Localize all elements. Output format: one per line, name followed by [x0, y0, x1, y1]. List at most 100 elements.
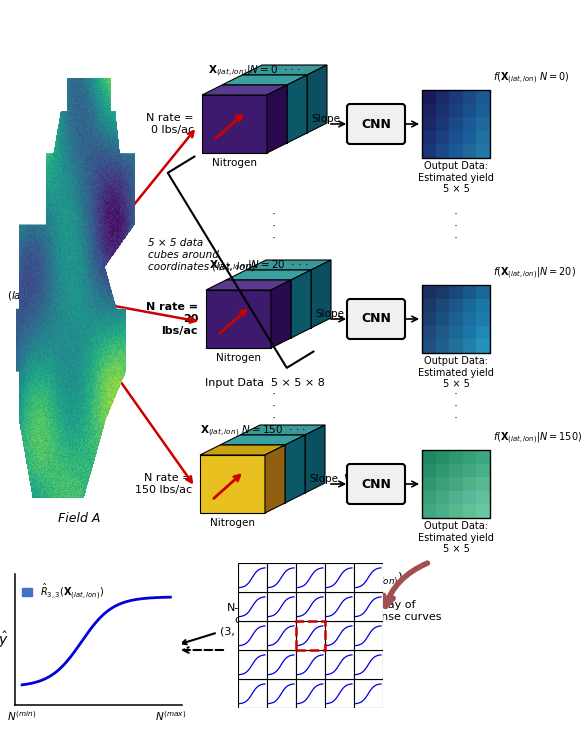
Bar — [476, 477, 490, 491]
Bar — [246, 270, 311, 328]
Text: 5 × 5 data
cubes around
coordinates (lat, lon): 5 × 5 data cubes around coordinates (lat… — [148, 238, 256, 272]
Text: $f(\mathbf{X}_{(lat,lon)}\ N=0)$: $f(\mathbf{X}_{(lat,lon)}\ N=0)$ — [493, 71, 570, 86]
Text: ·
·
·: · · · — [454, 388, 458, 425]
Polygon shape — [271, 280, 291, 348]
Bar — [202, 95, 267, 153]
Bar — [476, 285, 490, 298]
Bar — [476, 298, 490, 312]
Bar — [325, 650, 354, 679]
Bar — [463, 477, 476, 491]
Bar — [463, 118, 476, 131]
Bar — [476, 131, 490, 144]
FancyBboxPatch shape — [347, 464, 405, 504]
Bar — [422, 103, 436, 118]
Bar — [436, 326, 449, 339]
Bar — [238, 679, 266, 708]
Bar — [325, 621, 354, 650]
Bar — [422, 504, 436, 518]
Text: CNN: CNN — [361, 118, 391, 130]
Text: $f(\mathbf{X}_{(lat,lon)}|N=150)$: $f(\mathbf{X}_{(lat,lon)}|N=150)$ — [493, 431, 582, 446]
Text: Slope: Slope — [311, 115, 340, 124]
Bar — [422, 450, 490, 518]
Bar — [238, 563, 266, 592]
FancyBboxPatch shape — [347, 299, 405, 339]
Bar — [449, 464, 463, 477]
Bar — [476, 326, 490, 339]
Bar — [240, 435, 305, 493]
Bar — [436, 477, 449, 491]
Text: $\mathbf{X}_{(lat,lon)}|N=0$  · · ·: $\mathbf{X}_{(lat,lon)}|N=0$ · · · — [208, 63, 301, 79]
Bar — [436, 144, 449, 158]
Bar — [422, 477, 436, 491]
Text: Nitrogen: Nitrogen — [212, 158, 257, 168]
Bar — [449, 144, 463, 158]
Bar — [422, 285, 490, 353]
Bar — [206, 290, 271, 348]
Text: CNN: CNN — [361, 312, 391, 326]
Bar — [296, 592, 325, 621]
Bar — [476, 450, 490, 464]
Text: VV: VV — [345, 115, 360, 124]
Bar — [463, 90, 476, 103]
Bar — [422, 312, 436, 326]
Text: N rate =
150 lbs/ac: N rate = 150 lbs/ac — [135, 473, 192, 495]
Polygon shape — [222, 75, 307, 85]
Bar — [226, 280, 291, 338]
Bar — [463, 298, 476, 312]
Bar — [463, 339, 476, 353]
Polygon shape — [200, 445, 285, 455]
Bar — [449, 504, 463, 518]
Polygon shape — [267, 85, 287, 153]
Text: VV: VV — [349, 310, 364, 319]
Bar — [463, 504, 476, 518]
Bar — [422, 144, 436, 158]
Bar — [436, 450, 449, 464]
Bar — [463, 285, 476, 298]
Bar — [449, 131, 463, 144]
Bar — [436, 491, 449, 504]
Bar — [449, 118, 463, 131]
Bar — [463, 326, 476, 339]
Bar — [422, 118, 436, 131]
Bar — [325, 679, 354, 708]
Bar — [296, 621, 325, 650]
Text: Output Data:
Estimated yield
5 × 5: Output Data: Estimated yield 5 × 5 — [418, 161, 494, 194]
Bar — [354, 563, 383, 592]
Text: Field A: Field A — [58, 512, 100, 525]
Polygon shape — [265, 445, 285, 513]
Polygon shape — [311, 260, 331, 328]
Bar — [476, 118, 490, 131]
Bar — [436, 339, 449, 353]
FancyBboxPatch shape — [347, 104, 405, 144]
Bar — [238, 650, 266, 679]
Bar — [354, 679, 383, 708]
Bar — [463, 312, 476, 326]
Bar — [476, 339, 490, 353]
Polygon shape — [242, 65, 327, 75]
Bar — [463, 144, 476, 158]
Bar — [296, 650, 325, 679]
Legend: $\hat{R}_{3,3}(\mathbf{X}_{(lat,lon)})$: $\hat{R}_{3,3}(\mathbf{X}_{(lat,lon)})$ — [19, 580, 106, 603]
Text: 5 × 5 array of
N-response curves: 5 × 5 array of N-response curves — [338, 600, 442, 621]
Bar — [422, 491, 436, 504]
Bar — [476, 491, 490, 504]
Bar — [476, 504, 490, 518]
Text: $(lat, lon)$: $(lat, lon)$ — [8, 289, 51, 301]
Bar — [449, 491, 463, 504]
Bar — [296, 563, 325, 592]
Text: Slope: Slope — [309, 475, 338, 484]
Text: $f(\mathbf{X}_{(lat,lon)}|N=20)$: $f(\mathbf{X}_{(lat,lon)}|N=20)$ — [493, 266, 576, 281]
Bar — [422, 90, 490, 158]
Polygon shape — [307, 65, 327, 133]
Text: N rate =
0 lbs/ac: N rate = 0 lbs/ac — [146, 113, 194, 135]
Bar — [476, 90, 490, 103]
Bar — [463, 464, 476, 477]
Text: CNN: CNN — [361, 478, 391, 490]
Bar — [266, 592, 296, 621]
Text: N rate =
20
lbs/ac: N rate = 20 lbs/ac — [146, 302, 198, 336]
Text: VV: VV — [343, 475, 358, 484]
Bar — [266, 650, 296, 679]
Bar — [222, 85, 287, 143]
Bar — [242, 75, 307, 133]
Bar — [266, 563, 296, 592]
